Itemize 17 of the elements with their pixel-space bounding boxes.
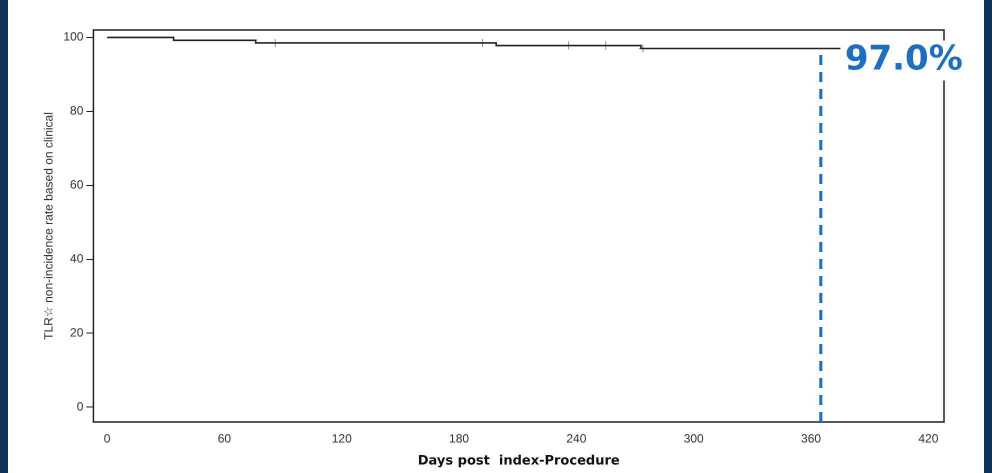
y-tick-label: 60 <box>70 178 84 192</box>
y-tick-label: 20 <box>70 326 84 340</box>
y-tick-label: 80 <box>70 104 84 118</box>
x-tick-label: 120 <box>332 432 352 446</box>
x-tick-label: 360 <box>801 432 822 446</box>
x-tick-label: 300 <box>684 432 704 446</box>
x-axis-title: Days post index-Procedure <box>418 454 620 469</box>
y-axis-title: TLR☆ non-incidence rate based on clinical <box>42 112 56 340</box>
annotation: 97.0% <box>844 38 963 78</box>
x-tick-label: 420 <box>918 432 939 446</box>
y-tick-label: 0 <box>76 400 84 414</box>
x-tick-label: 180 <box>449 432 470 446</box>
y-tick-label: 40 <box>70 252 84 266</box>
x-tick-label: 240 <box>566 432 587 446</box>
y-tick-label: 100 <box>63 30 84 44</box>
x-tick-label: 0 <box>104 432 111 446</box>
x-tick-label: 60 <box>218 432 232 446</box>
